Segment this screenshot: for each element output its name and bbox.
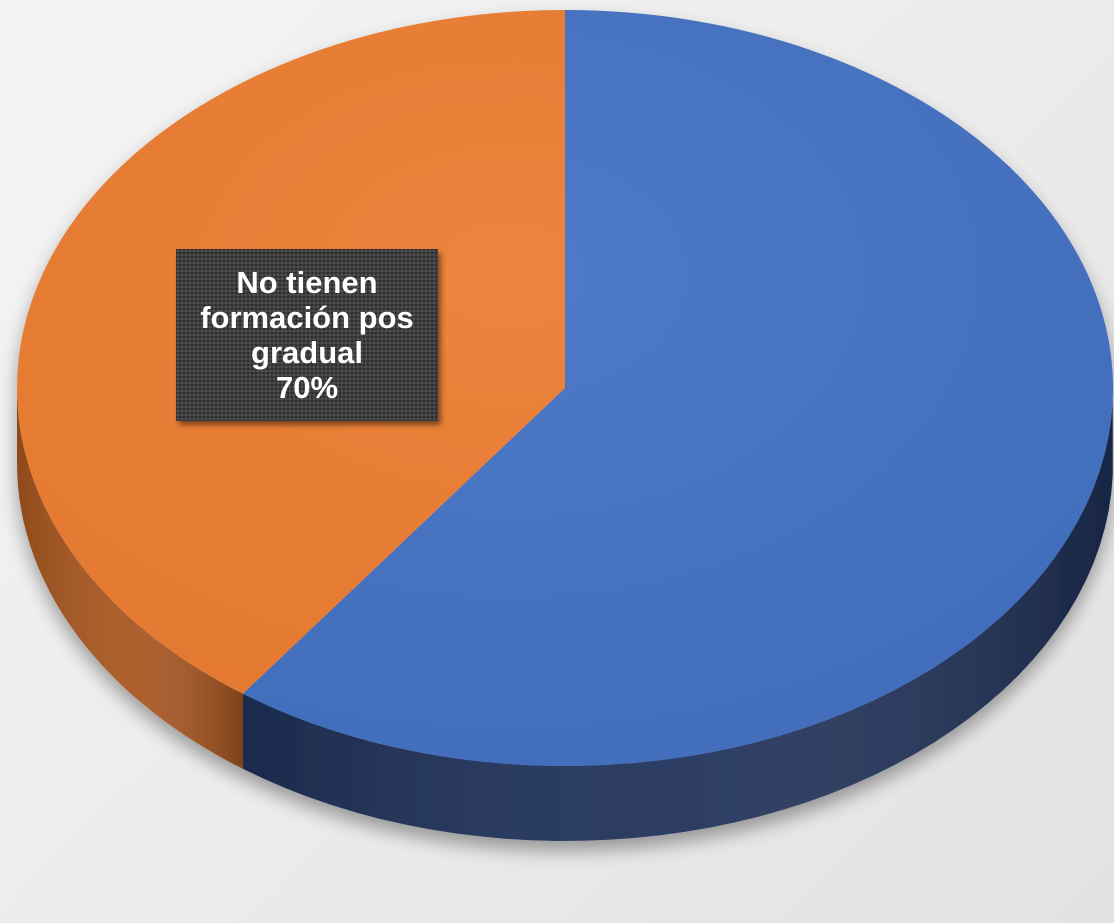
- data-label-line-2: formación pos: [200, 300, 414, 335]
- data-label-line-1: No tienen: [236, 265, 378, 300]
- slice-data-label: No tienen formación pos gradual 70%: [176, 249, 438, 421]
- data-label-line-3: gradual: [251, 335, 363, 370]
- pie-slice-side-shade-1: [242, 399, 1113, 841]
- data-label-value: 70%: [275, 370, 339, 405]
- pie-slice-side-shade-2: [17, 388, 243, 769]
- pie-body: [17, 10, 1114, 841]
- pie-top-sheen: [17, 10, 1113, 766]
